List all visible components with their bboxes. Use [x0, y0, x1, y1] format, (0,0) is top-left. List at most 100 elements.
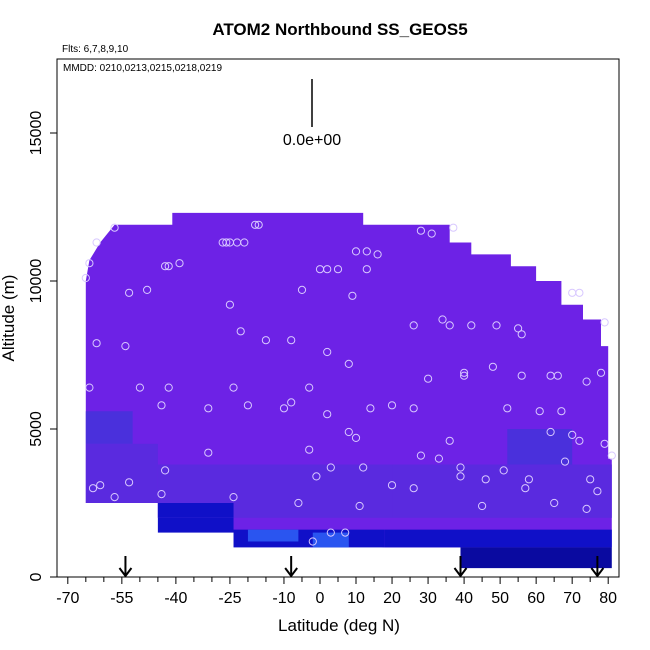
observation-point — [344, 427, 353, 437]
observation-point — [110, 493, 119, 502]
flight-arrow-head — [590, 567, 605, 578]
observation-point — [366, 404, 375, 413]
observation-point — [229, 493, 238, 502]
observation-point — [568, 288, 577, 297]
x-tick-label: -70 — [56, 590, 79, 607]
observation-point — [287, 336, 296, 345]
observation-point — [521, 484, 530, 493]
observation-point — [514, 324, 523, 333]
observation-point — [348, 291, 357, 300]
chart-title: ATOM2 Northbound SS_GEOS5 — [212, 20, 467, 39]
observation-point — [164, 262, 173, 271]
observation-point — [323, 347, 332, 357]
y-axis: 0 5000 10000 15000 — [28, 111, 57, 581]
observation-point — [596, 368, 606, 377]
observation-point — [445, 436, 454, 445]
x-tick-label: 60 — [527, 590, 545, 607]
observation-point — [535, 407, 544, 416]
observation-point — [297, 285, 307, 294]
observation-point — [524, 475, 534, 484]
observation-point — [387, 401, 397, 410]
observation-point — [229, 383, 238, 392]
points-layer — [81, 220, 616, 546]
flight-arrow-head — [453, 567, 468, 578]
observation-point — [323, 410, 332, 419]
observation-point — [409, 321, 418, 330]
observation-point — [161, 262, 170, 271]
observation-point — [85, 383, 94, 392]
boundary-layer-nh — [384, 529, 612, 548]
field-layer — [85, 195, 612, 569]
x-axis: -70 -55 -40 -25 -10 0 10 20 30 40 50 60 70 80 — [56, 577, 617, 607]
observation-point — [467, 321, 476, 330]
observation-point — [575, 288, 584, 297]
flight-arrows — [118, 556, 605, 578]
observation-point — [157, 401, 166, 410]
observation-point — [499, 466, 508, 475]
boundary-layer-bright — [247, 529, 299, 542]
observation-point — [460, 368, 469, 377]
observation-point — [323, 265, 332, 274]
observation-point — [344, 359, 353, 368]
observation-point — [582, 377, 591, 386]
y-tick-label: 5000 — [28, 411, 45, 447]
observation-point — [600, 439, 609, 448]
observation-point — [204, 404, 213, 413]
observation-point — [341, 528, 350, 537]
observation-point — [125, 288, 134, 297]
observation-point — [96, 481, 105, 490]
observation-point — [305, 445, 314, 454]
x-tick-label: -10 — [272, 590, 295, 607]
observation-point — [582, 504, 591, 513]
observation-point — [557, 407, 566, 416]
observation-point — [416, 451, 425, 460]
observation-point — [600, 318, 609, 327]
observation-point — [517, 371, 526, 380]
observation-point — [503, 404, 512, 413]
observation-point — [362, 247, 371, 256]
boundary-layer-bright-2 — [312, 532, 349, 548]
observation-point — [243, 401, 252, 410]
x-tick-label: 0 — [316, 590, 325, 607]
colorbar-label: 0.0e+00 — [283, 132, 341, 149]
observation-point — [157, 490, 166, 499]
observation-point — [449, 223, 458, 232]
observation-point — [326, 463, 335, 472]
observation-point — [351, 433, 361, 442]
observation-point — [294, 498, 303, 508]
x-axis-label: Latitude (deg N) — [278, 616, 400, 635]
y-tick-label: 15000 — [28, 111, 45, 156]
observation-point — [92, 339, 101, 348]
observation-point — [261, 336, 270, 345]
observation-point — [560, 457, 570, 466]
flight-arrow-head — [118, 567, 133, 578]
observation-point — [308, 537, 317, 546]
observation-point — [254, 220, 263, 229]
observation-point — [312, 472, 321, 481]
observation-point — [550, 498, 559, 508]
observation-point — [586, 475, 595, 484]
observation-point — [110, 223, 119, 232]
observation-point — [143, 285, 152, 294]
observation-point — [456, 472, 465, 481]
observation-point — [409, 404, 418, 413]
observation-point — [222, 238, 231, 247]
observation-point — [387, 481, 397, 490]
observation-point — [575, 436, 584, 445]
observation-point — [478, 501, 487, 511]
observation-point — [492, 321, 501, 330]
observation-point — [81, 273, 90, 283]
flights-label: Flts: 6,7,8,9,10 — [62, 44, 129, 55]
x-tick-label: 20 — [383, 590, 401, 607]
observation-point — [434, 454, 443, 463]
y-axis-label: Altitude (m) — [0, 275, 18, 362]
observation-point — [121, 342, 130, 351]
observation-point — [92, 238, 101, 247]
field-band-sh — [85, 411, 133, 444]
field-band-nh — [507, 429, 573, 465]
observation-point — [445, 321, 454, 330]
x-tick-label: 40 — [455, 590, 473, 607]
observation-point — [409, 484, 418, 493]
observation-point — [125, 478, 134, 487]
